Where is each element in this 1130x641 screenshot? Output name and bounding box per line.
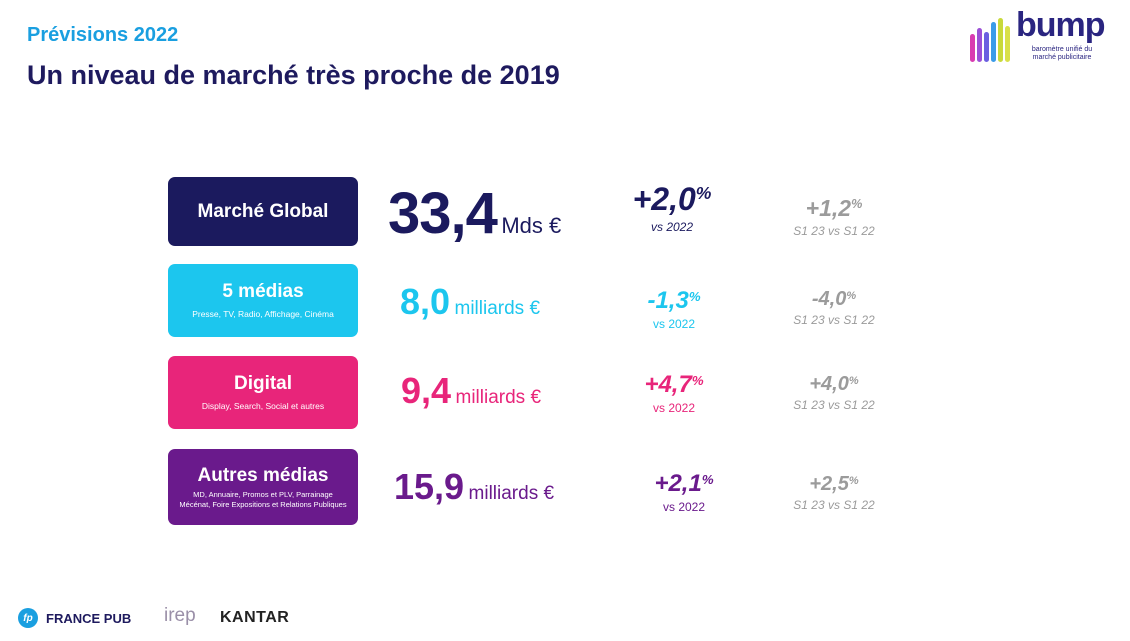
digital-label: Digital bbox=[233, 373, 293, 394]
other-media-growth: +2,1% vs 2022 bbox=[624, 470, 744, 514]
bump-bar bbox=[998, 18, 1003, 62]
other-media-s1-value: +2,5 bbox=[809, 473, 849, 495]
other-media-value-unit: milliards € bbox=[468, 483, 555, 504]
market-s1: +1,2% S1 23 vs S1 22 bbox=[774, 195, 894, 238]
other-media-s1-ref: S1 23 vs S1 22 bbox=[793, 498, 875, 512]
bump-wordmark: bump bbox=[1016, 6, 1106, 44]
bump-bar bbox=[991, 22, 996, 62]
five-media-s1: -4,0% S1 23 vs S1 22 bbox=[774, 288, 894, 327]
digital-growth-value: +4,7 bbox=[644, 371, 692, 398]
other-media-sub: MD, Annuaire, Promos et PLV, Parrainage … bbox=[179, 489, 347, 509]
irep-logo: irep bbox=[164, 605, 196, 626]
market-box: Marché Global bbox=[168, 177, 358, 246]
bump-bar bbox=[984, 32, 989, 62]
other-media-growth-sup: % bbox=[701, 472, 714, 487]
bump-bar bbox=[977, 28, 982, 62]
market-s1-value: +1,2 bbox=[805, 195, 852, 221]
five-media-growth-ref: vs 2022 bbox=[652, 317, 696, 331]
digital-growth: +4,7% vs 2022 bbox=[614, 371, 734, 415]
five-media-value-unit: milliards € bbox=[454, 298, 541, 319]
bump-logo: bump baromètre unifié du marché publicit… bbox=[970, 6, 1122, 72]
page-subtitle: Prévisions 2022 bbox=[27, 24, 179, 46]
kantar-logo: KANTAR bbox=[220, 609, 290, 626]
other-media-s1: +2,5% S1 23 vs S1 22 bbox=[774, 473, 894, 512]
five-media-growth: -1,3% vs 2022 bbox=[614, 287, 734, 331]
digital-s1-sup: % bbox=[848, 375, 859, 387]
five-media-value-number: 8,0 bbox=[400, 281, 451, 322]
other-media-label: Autres médias bbox=[197, 464, 329, 486]
other-media-value: 15,9 milliards € bbox=[394, 466, 554, 508]
digital-growth-sup: % bbox=[691, 373, 704, 388]
other-media-growth-value: +2,1 bbox=[654, 470, 702, 497]
market-s1-ref: S1 23 vs S1 22 bbox=[793, 224, 875, 238]
five-media-sub: Presse, TV, Radio, Affichage, Cinéma bbox=[192, 309, 334, 319]
bump-bars-icon bbox=[970, 12, 1012, 62]
digital-box: Digital Display, Search, Social et autre… bbox=[168, 356, 358, 429]
market-growth-ref: vs 2022 bbox=[650, 220, 694, 234]
five-media-s1-ref: S1 23 vs S1 22 bbox=[793, 313, 875, 327]
france-pub-text: FRANCE PUB bbox=[46, 610, 132, 626]
digital-s1-ref: S1 23 vs S1 22 bbox=[793, 398, 875, 412]
five-media-box: 5 médias Presse, TV, Radio, Affichage, C… bbox=[168, 264, 358, 337]
market-value: 33,4 Mds € bbox=[388, 180, 561, 247]
other-media-growth-ref: vs 2022 bbox=[662, 500, 706, 514]
market-s1-sup: % bbox=[851, 197, 863, 211]
page-title: Un niveau de marché très proche de 2019 bbox=[27, 60, 560, 90]
digital-value-number: 9,4 bbox=[401, 370, 452, 411]
market-value-number: 33,4 bbox=[388, 181, 498, 246]
five-media-value: 8,0 milliards € bbox=[400, 281, 540, 323]
other-media-box: Autres médias MD, Annuaire, Promos et PL… bbox=[168, 449, 358, 525]
digital-sub: Display, Search, Social et autres bbox=[201, 401, 325, 411]
market-growth: +2,0% vs 2022 bbox=[612, 181, 732, 234]
other-media-s1-sup: % bbox=[848, 475, 859, 487]
digital-s1: +4,0% S1 23 vs S1 22 bbox=[774, 373, 894, 412]
five-media-growth-sup: % bbox=[688, 289, 701, 304]
market-growth-value: +2,0 bbox=[632, 181, 696, 217]
bump-bar bbox=[970, 34, 975, 62]
digital-value-unit: milliards € bbox=[455, 387, 542, 408]
digital-value: 9,4 milliards € bbox=[401, 370, 541, 412]
france-pub-logo: fp FRANCE PUB bbox=[18, 608, 131, 628]
five-media-s1-value: -4,0 bbox=[811, 288, 847, 310]
digital-s1-value: +4,0 bbox=[809, 373, 849, 395]
digital-growth-ref: vs 2022 bbox=[652, 401, 696, 415]
france-pub-icon: fp bbox=[18, 608, 38, 628]
five-media-s1-sup: % bbox=[846, 290, 857, 302]
other-media-value-number: 15,9 bbox=[394, 466, 465, 507]
bump-bar bbox=[1005, 26, 1010, 62]
market-label: Marché Global bbox=[197, 200, 329, 222]
market-value-unit: Mds € bbox=[501, 213, 562, 238]
bump-tagline: baromètre unifié du marché publicitaire bbox=[1031, 46, 1093, 61]
five-media-growth-value: -1,3 bbox=[647, 287, 689, 314]
five-media-label: 5 médias bbox=[222, 281, 304, 302]
market-growth-sup: % bbox=[695, 183, 712, 203]
